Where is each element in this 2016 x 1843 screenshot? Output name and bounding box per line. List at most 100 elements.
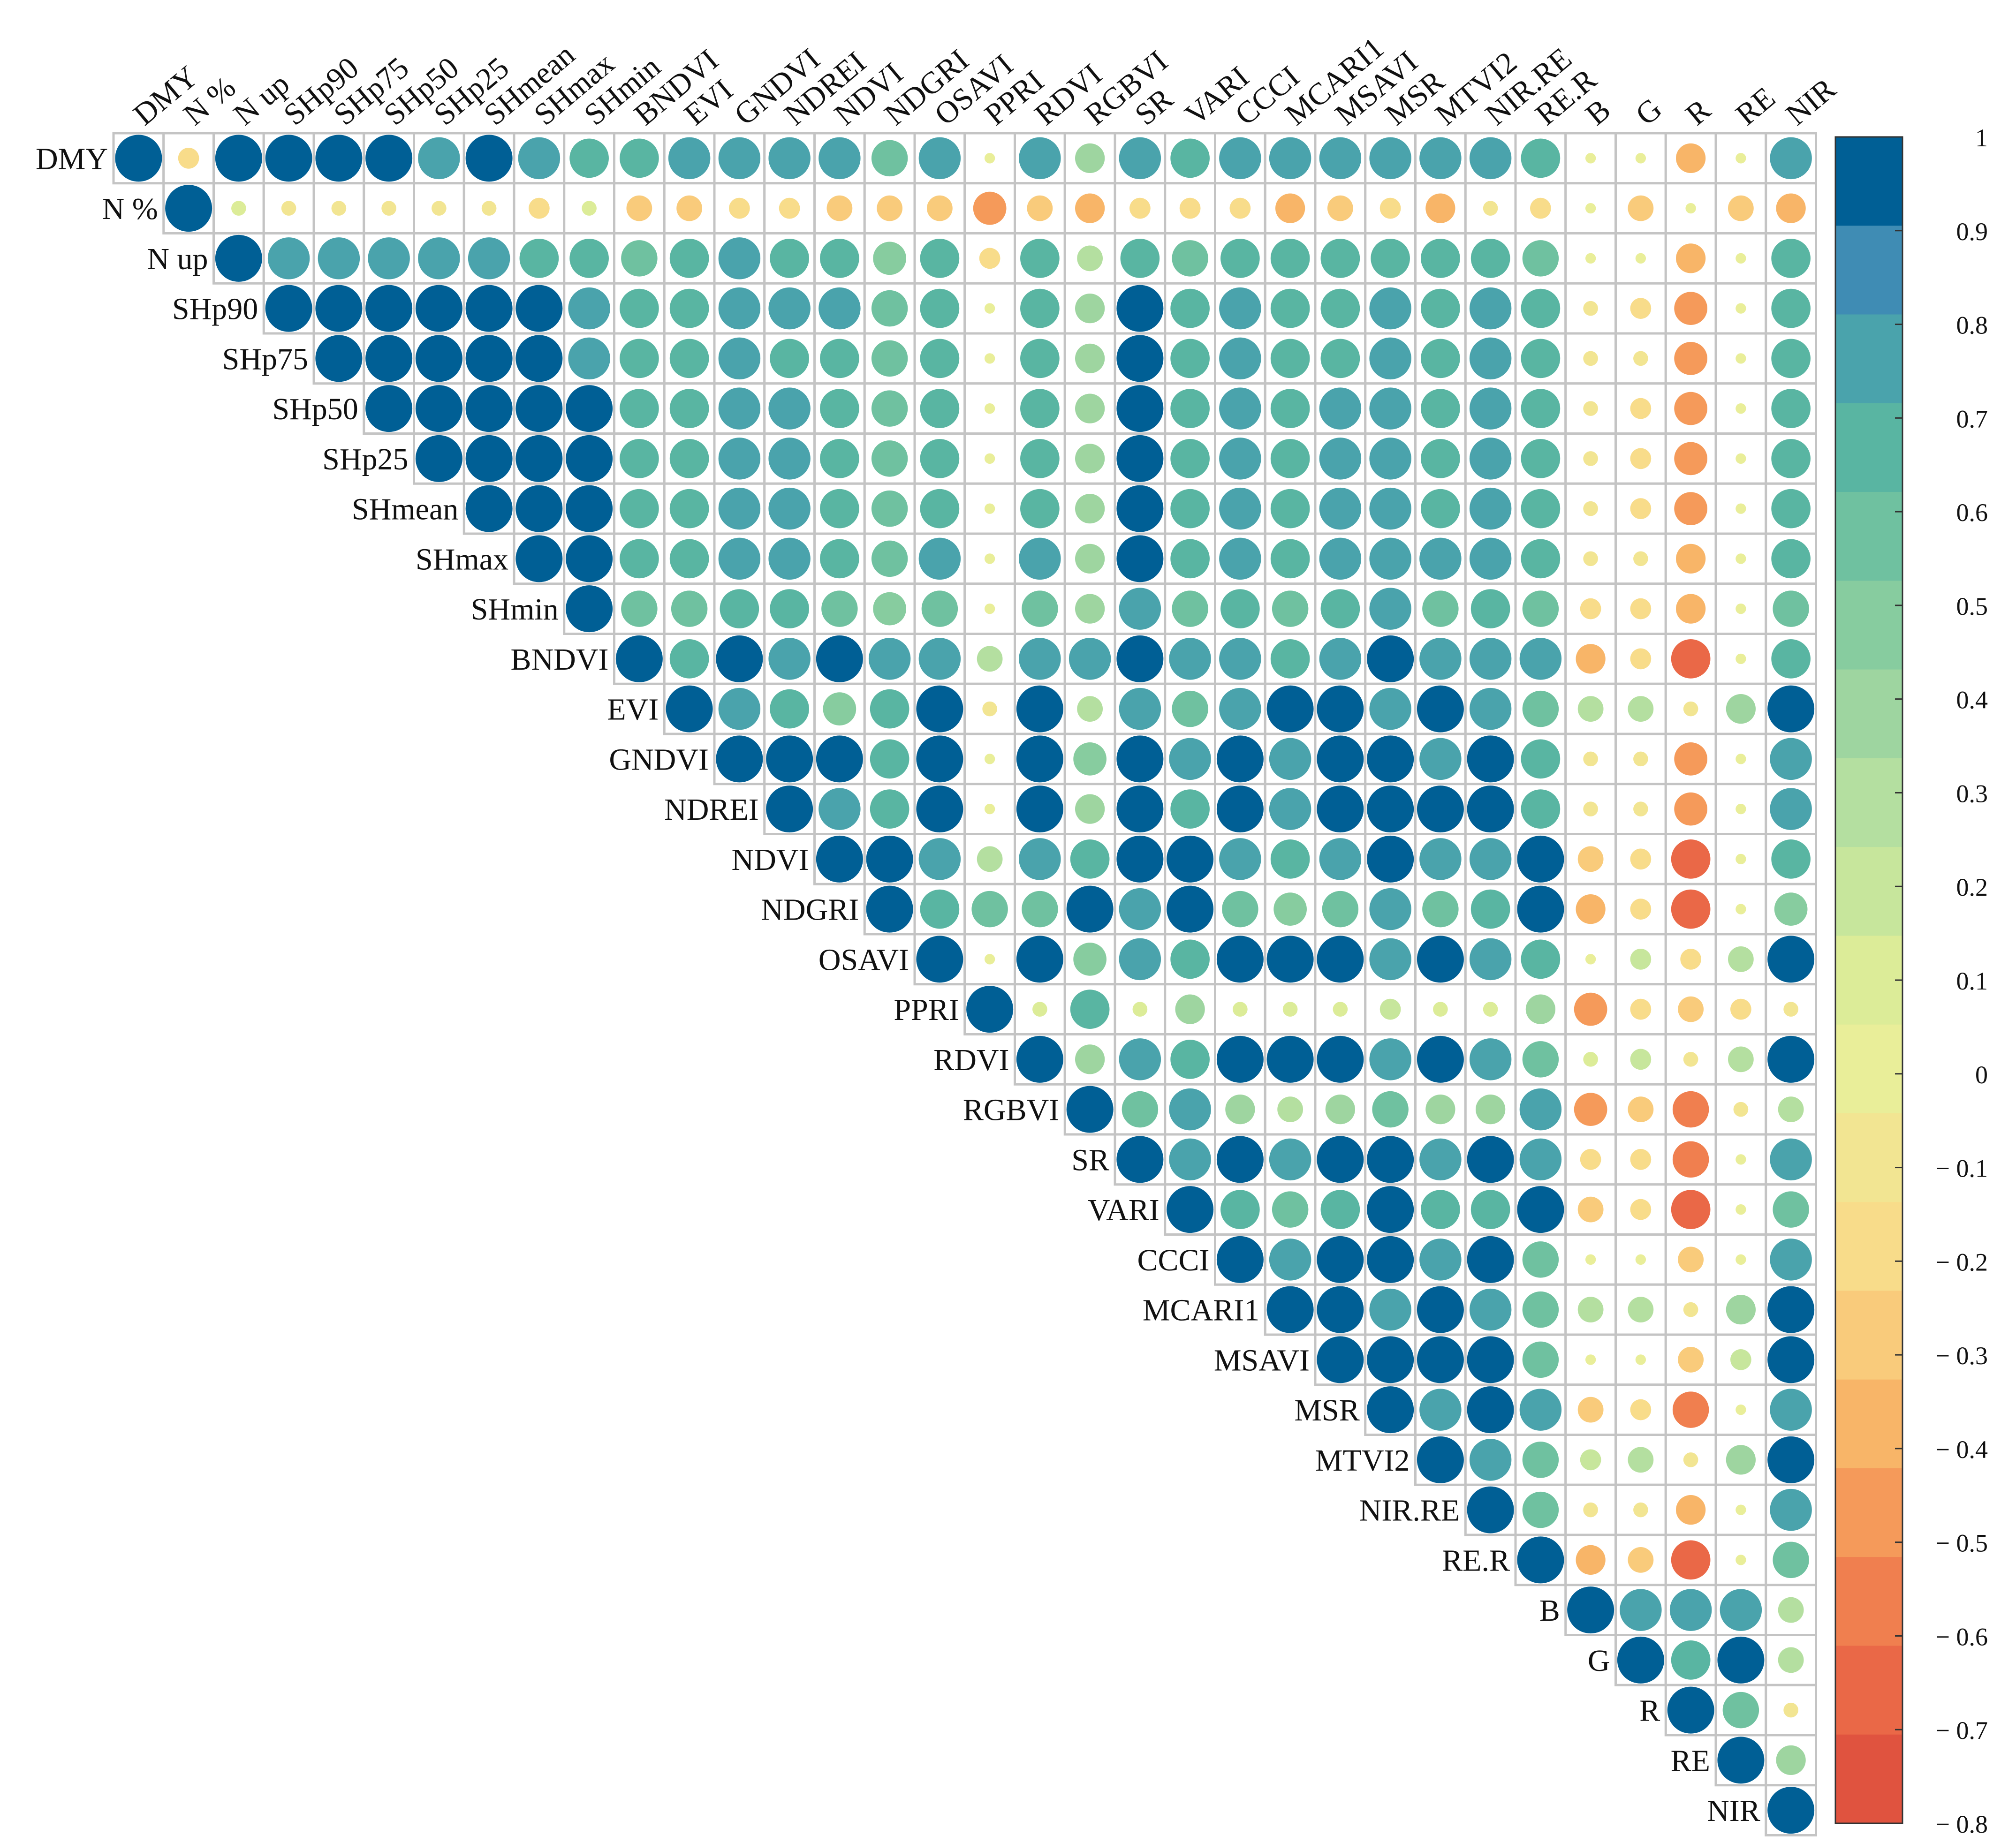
- correlation-circle: [1319, 638, 1362, 680]
- correlation-circle: [1671, 889, 1711, 929]
- row-label: NIR.RE: [1359, 1494, 1460, 1528]
- correlation-circle: [1771, 489, 1811, 529]
- correlation-circle: [669, 339, 709, 378]
- correlation-circle: [1525, 994, 1555, 1024]
- correlation-circle: [566, 485, 613, 532]
- correlation-circle: [1669, 1589, 1712, 1631]
- correlation-circle: [1421, 239, 1460, 278]
- correlation-circle: [1521, 489, 1561, 529]
- correlation-circle: [1635, 253, 1646, 264]
- correlation-circle: [1020, 339, 1060, 378]
- correlation-circle: [916, 735, 963, 783]
- correlation-circle: [871, 440, 908, 477]
- correlation-circle: [1773, 1541, 1809, 1579]
- correlation-circle: [1783, 1002, 1798, 1017]
- row-label: RDVI: [933, 1043, 1009, 1077]
- correlation-circle: [365, 135, 413, 182]
- correlation-circle: [820, 239, 859, 278]
- correlation-circle: [215, 135, 262, 182]
- correlation-circle: [868, 638, 911, 680]
- correlation-circle: [1630, 648, 1652, 670]
- correlation-circle: [1467, 735, 1514, 783]
- correlation-circle: [1770, 137, 1812, 180]
- correlation-circle: [921, 590, 958, 627]
- correlation-circle: [984, 553, 995, 564]
- colorbar-band: [1835, 137, 1902, 227]
- correlation-circle: [984, 603, 995, 614]
- correlation-circle: [1469, 1439, 1512, 1481]
- row-label: GNDVI: [609, 742, 709, 777]
- correlation-circle: [1585, 153, 1596, 164]
- row-label: NDREI: [664, 793, 759, 827]
- correlation-circle: [1219, 438, 1261, 480]
- correlation-circle: [984, 153, 995, 164]
- correlation-circle: [515, 485, 563, 532]
- correlation-circle: [768, 387, 811, 430]
- correlation-circle: [1771, 339, 1811, 378]
- row-label: NIR: [1707, 1794, 1760, 1828]
- correlation-circle: [1521, 389, 1561, 428]
- row-label: SHp25: [322, 442, 408, 476]
- correlation-circle: [1272, 590, 1309, 627]
- correlation-circle: [331, 201, 347, 216]
- correlation-circle: [1020, 439, 1060, 478]
- correlation-circle: [1369, 588, 1411, 630]
- correlation-circle: [1469, 687, 1512, 730]
- correlation-circle: [716, 635, 763, 682]
- correlation-circle: [1327, 195, 1353, 221]
- correlation-circle: [873, 592, 906, 626]
- correlation-circle: [1075, 544, 1105, 574]
- correlation-circle: [515, 535, 563, 582]
- correlation-circle: [1119, 888, 1161, 930]
- correlation-circle: [1369, 287, 1411, 330]
- correlation-circle: [669, 389, 709, 428]
- correlation-circle: [1583, 1052, 1598, 1067]
- correlation-circle: [1674, 442, 1707, 476]
- correlation-circle: [1736, 603, 1746, 614]
- correlation-circle: [920, 288, 960, 328]
- correlation-circle: [1736, 303, 1746, 314]
- correlation-circle: [1317, 685, 1364, 733]
- correlation-circle: [1229, 197, 1251, 219]
- correlation-circle: [718, 387, 761, 430]
- correlation-circle: [1016, 1035, 1063, 1083]
- correlation-circle: [365, 285, 413, 332]
- correlation-circle: [215, 234, 262, 282]
- correlation-circle: [1470, 239, 1510, 278]
- correlation-circle: [1521, 339, 1561, 378]
- correlation-circle: [1417, 936, 1464, 983]
- correlation-circle: [669, 539, 709, 579]
- correlation-circle: [873, 242, 906, 275]
- correlation-circle: [1219, 287, 1261, 330]
- correlation-circle: [1583, 501, 1598, 516]
- correlation-circle: [1671, 839, 1711, 879]
- correlation-circle: [1736, 1154, 1746, 1165]
- colorbar: 1 0.9 0.8 0.7 0.6 0.5 0.4 0.3 0.2 0.1 0 − 0.1 − 0.2 −…: [1834, 124, 1988, 1838]
- correlation-circle: [465, 335, 513, 382]
- correlation-circle: [620, 138, 659, 178]
- correlation-circle: [1671, 1640, 1711, 1680]
- correlation-circle: [1580, 598, 1601, 619]
- correlation-circle: [1521, 138, 1561, 178]
- correlation-circle: [1671, 1540, 1711, 1580]
- row-label: EVI: [607, 693, 659, 727]
- row-label: PPRI: [894, 993, 959, 1027]
- correlation-circle: [1522, 1291, 1559, 1328]
- correlation-circle: [768, 137, 811, 180]
- correlation-circle: [1633, 351, 1648, 366]
- colorbar-band: [1835, 1557, 1902, 1647]
- correlation-circle: [1469, 537, 1512, 580]
- correlation-circle: [1219, 687, 1261, 730]
- correlation-circle: [1517, 1536, 1564, 1584]
- correlation-circle: [916, 685, 963, 733]
- correlation-circle: [1220, 239, 1260, 278]
- correlation-circle: [1767, 1436, 1815, 1483]
- correlation-circle: [1075, 444, 1105, 474]
- colorbar-band: [1835, 1734, 1902, 1824]
- correlation-circle: [1678, 1246, 1704, 1273]
- correlation-circle: [1019, 638, 1061, 680]
- correlation-circle: [620, 489, 659, 529]
- correlation-circle: [984, 453, 995, 464]
- correlation-circle: [1771, 539, 1811, 579]
- row-labels: DMY N % N up SHp90 SHp75 SHp50 SHp25 SHmean SHma…: [36, 142, 1760, 1828]
